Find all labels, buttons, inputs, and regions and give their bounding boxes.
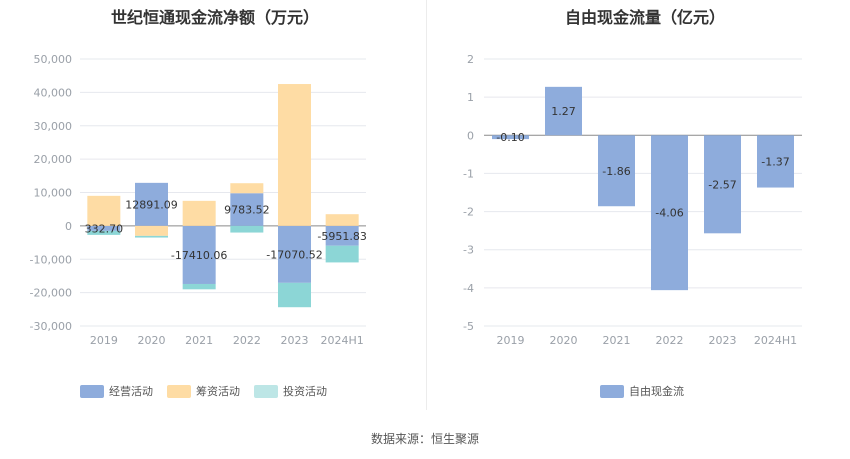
left-y-tick-label: 0 — [65, 220, 72, 233]
left-y-tick-label: 10,000 — [34, 187, 73, 200]
left-bar-segment — [135, 225, 168, 236]
legend-label-free-cash-flow: 自由现金流 — [629, 385, 684, 398]
legend-swatch-operating — [80, 384, 104, 398]
left-bar-segment — [230, 183, 264, 194]
right-bar — [757, 135, 794, 188]
right-data-label: 1.27 — [551, 105, 576, 118]
chart-divider — [426, 0, 427, 410]
right-y-tick-label: -4 — [463, 282, 474, 295]
right-data-label: -2.57 — [708, 178, 736, 191]
left-bar-segment — [135, 235, 168, 238]
left-x-tick-label: 2019 — [90, 334, 118, 347]
left-data-label: -17070.52 — [266, 248, 322, 261]
left-bar-segment — [325, 245, 359, 263]
left-x-tick-label: 2020 — [138, 334, 166, 347]
legend-item-free-cash-flow[interactable]: 自由现金流 — [600, 383, 684, 399]
right-y-tick-label: -2 — [463, 206, 474, 219]
legend-item-operating[interactable]: 经营活动 — [80, 383, 153, 399]
left-bar-segment — [325, 214, 359, 226]
legend-swatch-investing — [254, 384, 278, 398]
left-x-tick-label: 2024H1 — [321, 334, 364, 347]
right-x-tick-label: 2022 — [656, 334, 684, 347]
right-chart-title: 自由现金流量（亿元） — [564, 8, 725, 27]
left-bar-segment — [87, 195, 121, 226]
left-bar-segment — [230, 193, 264, 226]
right-bar — [598, 135, 635, 207]
left-x-tick-label: 2022 — [233, 334, 261, 347]
left-x-tick-label: 2023 — [281, 334, 309, 347]
right-legend: 自由现金流 — [600, 383, 684, 399]
data-source-note: 数据来源：恒生聚源 — [370, 432, 479, 446]
right-x-tick-label: 2021 — [603, 334, 631, 347]
legend-item-financing[interactable]: 筹资活动 — [167, 383, 240, 399]
left-data-label: 332.70 — [85, 222, 124, 235]
legend-item-investing[interactable]: 投资活动 — [254, 383, 327, 399]
left-y-tick-label: -10,000 — [30, 253, 72, 266]
right-x-tick-label: 2019 — [497, 334, 525, 347]
left-data-label: -17410.06 — [171, 249, 227, 262]
left-bar-segment — [182, 200, 216, 226]
left-y-tick-label: 50,000 — [34, 53, 73, 66]
left-bar-segment — [87, 225, 121, 231]
right-data-label: -1.37 — [761, 155, 789, 168]
left-bar-segment — [182, 225, 216, 284]
left-bar-segment — [182, 283, 216, 290]
right-data-label: -1.86 — [602, 165, 630, 178]
left-y-tick-label: -30,000 — [30, 320, 72, 333]
right-x-tick-label: 2024H1 — [754, 334, 797, 347]
legend-swatch-financing — [167, 384, 191, 398]
right-bar — [545, 86, 582, 136]
left-data-label: 12891.09 — [125, 198, 178, 211]
left-bar-segment — [87, 230, 121, 235]
left-x-tick-label: 2021 — [185, 334, 213, 347]
right-y-tick-label: -1 — [463, 167, 474, 180]
legend-swatch-free-cash-flow — [600, 384, 624, 398]
left-bar-segment — [278, 225, 311, 283]
left-legend: 经营活动 筹资活动 投资活动 — [80, 383, 327, 399]
right-bar — [651, 135, 688, 291]
left-data-label: -5951.83 — [317, 230, 366, 243]
left-y-tick-label: 20,000 — [34, 153, 73, 166]
right-y-tick-label: -3 — [463, 244, 474, 257]
left-chart-title: 世纪恒通现金流净额（万元） — [110, 8, 319, 27]
legend-label-financing: 筹资活动 — [196, 385, 240, 398]
right-y-tick-label: 0 — [467, 129, 474, 142]
left-bar-segment — [278, 84, 311, 226]
left-y-tick-label: 30,000 — [34, 120, 73, 133]
left-bar-segment — [278, 282, 311, 308]
left-bar-segment — [135, 182, 168, 226]
right-data-label: -4.06 — [655, 207, 683, 220]
legend-label-operating: 经营活动 — [109, 385, 153, 398]
left-data-label: 9783.52 — [224, 204, 270, 217]
left-y-tick-label: 40,000 — [34, 86, 73, 99]
right-bar — [492, 135, 529, 140]
right-bar — [704, 135, 741, 234]
right-y-tick-label: -5 — [463, 320, 474, 333]
left-y-tick-label: -20,000 — [30, 287, 72, 300]
right-x-tick-label: 2020 — [550, 334, 578, 347]
right-y-tick-label: 1 — [467, 91, 474, 104]
legend-label-investing: 投资活动 — [283, 385, 327, 398]
right-data-label: -0.10 — [496, 131, 524, 144]
left-bar-segment — [325, 225, 359, 246]
right-x-tick-label: 2023 — [709, 334, 737, 347]
left-bar-segment — [230, 225, 264, 233]
right-y-tick-label: 2 — [467, 53, 474, 66]
